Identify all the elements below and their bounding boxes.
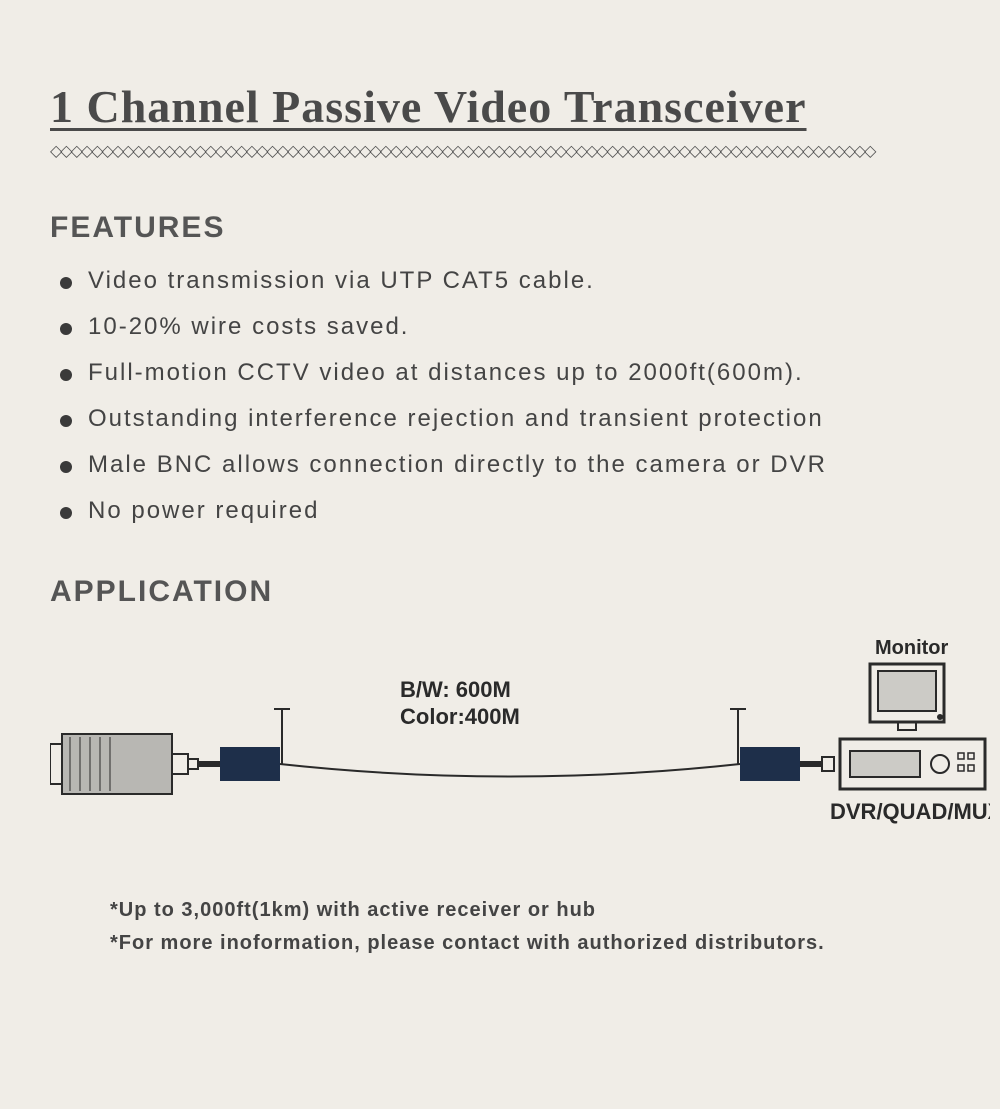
feature-item: Male BNC allows connection directly to t… bbox=[60, 451, 970, 479]
cable-color-label: Color:400M bbox=[400, 704, 520, 729]
application-heading: APPLICATION bbox=[50, 575, 970, 609]
feature-item: Outstanding interference rejection and t… bbox=[60, 405, 970, 433]
title-ornament: ◇◇◇◇◇◇◇◇◇◇◇◇◇◇◇◇◇◇◇◇◇◇◇◇◇◇◇◇◇◇◇◇◇◇◇◇◇◇◇◇… bbox=[50, 141, 970, 161]
footnotes: *Up to 3,000ft(1km) with active receiver… bbox=[110, 899, 970, 955]
cable-line bbox=[280, 764, 740, 777]
diagram-svg: B/W: 600M Color:400M Monitor bbox=[50, 639, 990, 849]
bnc-icon bbox=[822, 757, 834, 771]
features-list: Video transmission via UTP CAT5 cable. 1… bbox=[60, 267, 970, 525]
connector-stub bbox=[800, 761, 822, 767]
feature-item: 10-20% wire costs saved. bbox=[60, 313, 970, 341]
footnote-line: *Up to 3,000ft(1km) with active receiver… bbox=[110, 899, 970, 922]
features-heading: FEATURES bbox=[50, 211, 970, 245]
cable-bw-label: B/W: 600M bbox=[400, 677, 511, 702]
feature-item: Full-motion CCTV video at distances up t… bbox=[60, 359, 970, 387]
camera-icon bbox=[50, 734, 198, 794]
balun-left-icon bbox=[220, 747, 280, 781]
footnote-line: *For more inoformation, please contact w… bbox=[110, 932, 970, 955]
feature-item: No power required bbox=[60, 497, 970, 525]
balun-right-icon bbox=[740, 747, 800, 781]
product-sheet-page: 1 Channel Passive Video Transceiver ◇◇◇◇… bbox=[0, 0, 1000, 1109]
application-diagram: B/W: 600M Color:400M Monitor bbox=[50, 639, 950, 849]
monitor-label: Monitor bbox=[875, 639, 949, 659]
dvr-icon: DVR/QUAD/MUX bbox=[830, 739, 990, 824]
feature-item: Video transmission via UTP CAT5 cable. bbox=[60, 267, 970, 295]
page-title: 1 Channel Passive Video Transceiver bbox=[50, 80, 970, 133]
dvr-label: DVR/QUAD/MUX bbox=[830, 799, 990, 824]
monitor-icon: Monitor bbox=[870, 639, 949, 730]
connector-stub bbox=[198, 761, 220, 767]
